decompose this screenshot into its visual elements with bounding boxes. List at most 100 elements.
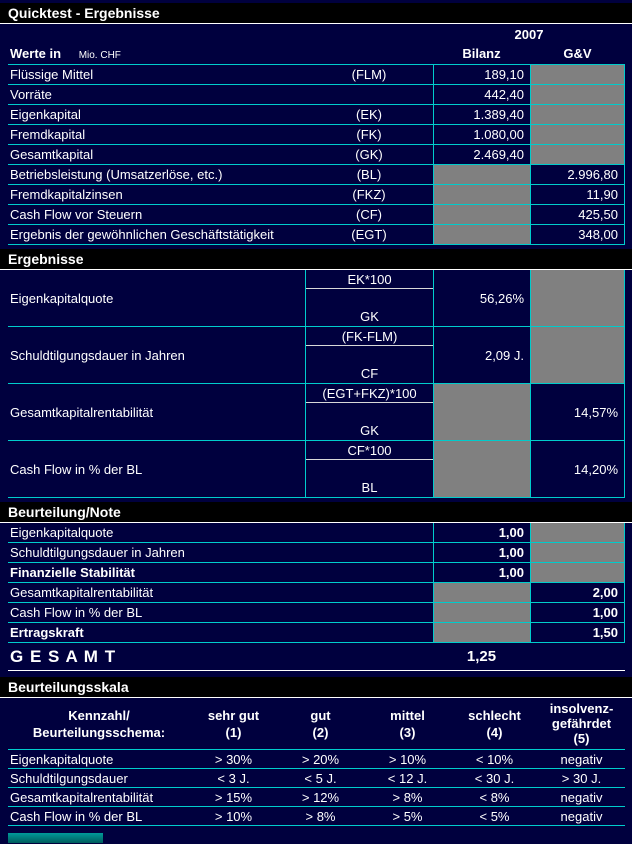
column-header-bilanz: Bilanz: [462, 46, 501, 61]
skala-value: < 8%: [479, 789, 510, 805]
skala-value: > 8%: [392, 789, 423, 805]
skala-value: < 12 J.: [387, 770, 428, 786]
bilanz-value-cell[interactable]: 189,10: [433, 65, 530, 84]
blocked-cell: [433, 225, 530, 244]
row-code: (FKZ): [352, 187, 386, 202]
bilanz-value-cell[interactable]: 2.469,40: [433, 145, 530, 164]
row-label: Finanzielle Stabilität: [10, 565, 135, 580]
column-header-gv: G&V: [563, 46, 592, 61]
note-value-cell: 1,00: [433, 563, 530, 582]
skala-value: > 30%: [214, 751, 253, 767]
ergebnisse-table: Eigenkapitalquote EK*100 GK 56,26% Schul…: [8, 270, 625, 498]
row-code: (EK): [356, 107, 382, 122]
sheet-tab-strip[interactable]: [8, 833, 103, 843]
year-row: 2007: [8, 24, 625, 44]
gesamt-label: G E S A M T: [10, 646, 117, 666]
table-row: Fremdkapitalzinsen (FKZ) 11,90: [8, 185, 625, 205]
note-value-cell: 1,50: [530, 623, 625, 642]
formula-numerator: EK*100: [347, 271, 392, 287]
blocked-cell: [530, 523, 625, 542]
blocked-cell: [433, 185, 530, 204]
fraction-bar: [306, 402, 433, 403]
skala-row-label: Schuldtilgungsdauer: [10, 770, 128, 786]
table-row: Ergebnis der gewöhnlichen Geschäftstätig…: [8, 225, 625, 245]
table-row: Finanzielle Stabilität 1,00: [8, 563, 625, 583]
row-label: Eigenkapitalquote: [10, 525, 114, 540]
skala-value: > 10%: [388, 751, 427, 767]
result-value-cell: 14,57%: [530, 384, 625, 440]
row-code: (CF): [356, 207, 382, 222]
skala-value: > 8%: [305, 808, 336, 824]
row-code: (BL): [356, 167, 382, 182]
skala-value: > 20%: [301, 751, 340, 767]
section-title: Beurteilungsskala: [8, 679, 129, 695]
result-value-cell: 2,09 J.: [433, 327, 530, 383]
blocked-cell: [530, 270, 625, 326]
ratio-row: Eigenkapitalquote EK*100 GK 56,26%: [8, 270, 625, 327]
skala-value: > 30 J.: [561, 770, 602, 786]
result-value-cell: 56,26%: [433, 270, 530, 326]
result-value-cell: 14,20%: [530, 441, 625, 497]
section-header-beurteilung: Beurteilung/Note: [0, 502, 632, 523]
row-label: Fremdkapital: [10, 127, 86, 142]
page-title: Quicktest - Ergebnisse: [8, 5, 160, 21]
note-value-cell: 1,00: [433, 543, 530, 562]
row-code: [305, 85, 433, 104]
blocked-cell: [530, 105, 625, 124]
bilanz-value-cell[interactable]: 442,40: [433, 85, 530, 104]
row-label: Flüssige Mittel: [10, 67, 94, 82]
row-label: Cash Flow vor Steuern: [10, 207, 143, 222]
blocked-cell: [530, 327, 625, 383]
table-row: Cash Flow in % der BL 1,00: [8, 603, 625, 623]
skala-row: Schuldtilgungsdauer < 3 J. < 5 J. < 12 J…: [8, 769, 625, 788]
formula-numerator: CF*100: [347, 442, 392, 458]
row-code: (FLM): [351, 67, 387, 82]
gv-value-cell[interactable]: 425,50: [530, 205, 625, 224]
skala-header-schlecht: schlecht (4): [468, 707, 521, 740]
skala-value: > 12%: [301, 789, 340, 805]
werte-in-label: Werte in: [10, 46, 62, 61]
gv-value-cell[interactable]: 348,00: [530, 225, 625, 244]
year-label: 2007: [514, 26, 544, 42]
beurteilung-table: Eigenkapitalquote 1,00 Schuldtilgungsdau…: [8, 523, 625, 671]
ratio-label: Gesamtkapitalrentabilität: [10, 404, 154, 420]
table-row: Ertragskraft 1,50: [8, 623, 625, 643]
table-row: Gesamtkapital (GK) 2.469,40: [8, 145, 625, 165]
table-row: Vorräte 442,40: [8, 85, 625, 105]
gv-value-cell[interactable]: 2.996,80: [530, 165, 625, 184]
skala-row-label: Eigenkapitalquote: [10, 751, 114, 767]
ratio-label: Cash Flow in % der BL: [10, 461, 143, 477]
skala-value: negativ: [560, 808, 603, 824]
blocked-cell: [433, 623, 530, 642]
row-label: Betriebsleistung (Umsatzerlöse, etc.): [10, 167, 223, 182]
werte-in-cell: Werte in Mio. CHF: [8, 44, 305, 64]
gv-value-cell[interactable]: 11,90: [530, 185, 625, 204]
fraction-bar: [306, 288, 433, 289]
row-label: Ertragskraft: [10, 625, 84, 640]
gesamt-row: G E S A M T 1,25: [8, 643, 625, 671]
blocked-cell: [433, 165, 530, 184]
blocked-cell: [433, 583, 530, 602]
table-row: Fremdkapital (FK) 1.080,00: [8, 125, 625, 145]
skala-table: Kennzahl/ Beurteilungsschema: sehr gut (…: [8, 698, 625, 826]
skala-header-sehr-gut: sehr gut (1): [207, 707, 260, 740]
formula-denominator: BL: [361, 480, 378, 495]
skala-value: < 10%: [475, 751, 514, 767]
note-value-cell: 1,00: [530, 603, 625, 622]
blocked-cell: [433, 384, 530, 440]
skala-row-label: Gesamtkapitalrentabilität: [10, 789, 154, 805]
bilanz-value-cell[interactable]: 1.389,40: [433, 105, 530, 124]
row-label: Gesamtkapital: [10, 147, 94, 162]
blocked-cell: [530, 85, 625, 104]
fraction-bar: [306, 459, 433, 460]
row-label: Ergebnis der gewöhnlichen Geschäftstätig…: [10, 227, 274, 242]
bilanz-value-cell[interactable]: 1.080,00: [433, 125, 530, 144]
table-row: Cash Flow vor Steuern (CF) 425,50: [8, 205, 625, 225]
formula-denominator: GK: [360, 423, 379, 438]
ratio-row: Gesamtkapitalrentabilität (EGT+FKZ)*100 …: [8, 384, 625, 441]
skala-row: Gesamtkapitalrentabilität > 15% > 12% > …: [8, 788, 625, 807]
formula-denominator: CF: [360, 366, 379, 381]
row-label: Gesamtkapitalrentabilität: [10, 585, 154, 600]
formula-cell: CF*100 BL: [305, 441, 433, 497]
table-row: Flüssige Mittel (FLM) 189,10: [8, 65, 625, 85]
